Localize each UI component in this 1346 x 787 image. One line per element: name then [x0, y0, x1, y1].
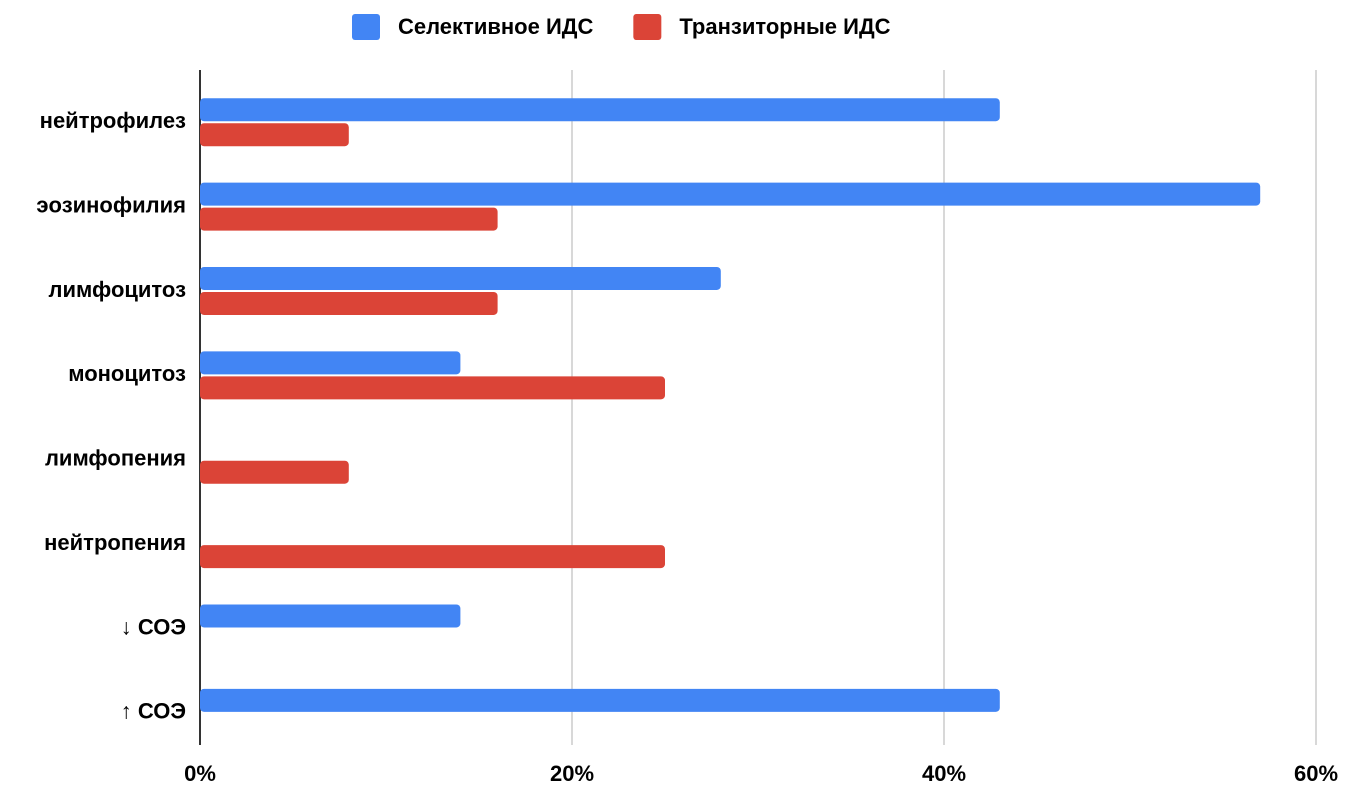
bar: [200, 182, 1261, 206]
legend-swatch: [352, 14, 380, 40]
y-tick-label: лимфопения: [45, 446, 186, 471]
bar: [200, 207, 498, 231]
y-tick-label: ↓ СОЭ: [121, 614, 186, 639]
bar: [200, 291, 498, 315]
bar: [200, 266, 721, 290]
bar: [200, 604, 461, 628]
y-tick-label: эозинофилия: [36, 192, 186, 217]
y-tick-label: моноцитоз: [68, 361, 186, 386]
bar: [200, 351, 461, 375]
y-tick-label: лимфоцитоз: [49, 277, 187, 302]
legend-swatch: [633, 14, 662, 40]
x-tick-label: 60%: [1294, 761, 1338, 786]
y-tick-label: нейтрофилез: [40, 108, 186, 133]
y-tick-label: нейтропения: [44, 530, 186, 555]
x-tick-label: 0%: [184, 761, 216, 786]
bar: [200, 123, 349, 147]
bar: [200, 688, 1000, 712]
bar: [200, 376, 665, 400]
x-tick-label: 40%: [922, 761, 966, 786]
bar: [200, 545, 665, 569]
x-tick-label: 20%: [550, 761, 594, 786]
y-tick-label: ↑ СОЭ: [121, 699, 186, 724]
bar: [200, 460, 349, 484]
legend-label: Селективное ИДС: [398, 14, 593, 39]
bar: [200, 98, 1000, 122]
legend-label: Транзиторные ИДС: [679, 14, 890, 39]
